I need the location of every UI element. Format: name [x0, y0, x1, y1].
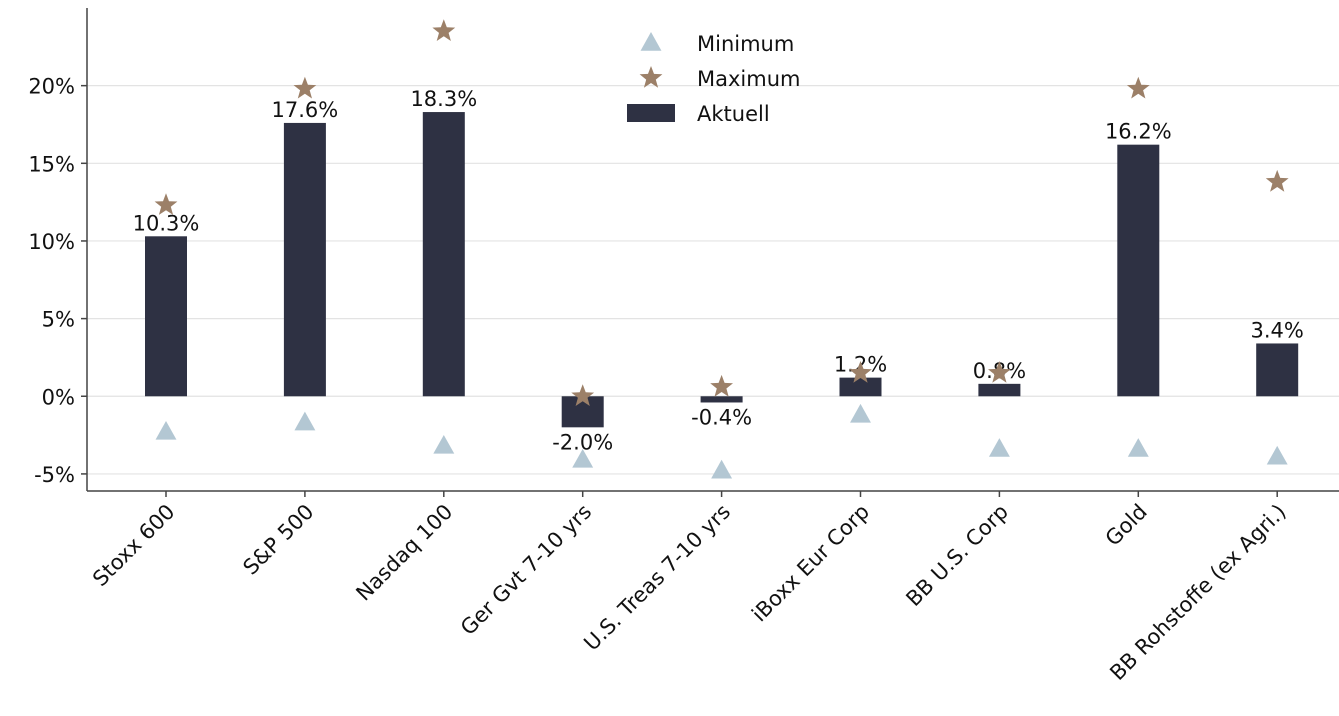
min-marker	[711, 459, 733, 479]
x-tick-label: S&P 500	[238, 500, 318, 580]
max-marker	[571, 384, 595, 406]
legend-swatch	[627, 104, 675, 122]
value-label: 17.6%	[272, 98, 339, 122]
y-tick-label: 5%	[42, 308, 75, 332]
min-marker	[433, 434, 455, 454]
value-label: 16.2%	[1105, 120, 1172, 144]
min-marker	[155, 420, 177, 440]
bar	[561, 396, 604, 428]
min-marker	[294, 411, 316, 431]
min-marker	[988, 438, 1010, 457]
y-tick-label: 10%	[28, 230, 75, 254]
max-marker	[293, 76, 317, 99]
x-tick-label: U.S. Treas 7-10 yrs	[579, 500, 735, 656]
max-marker	[154, 193, 178, 215]
bar	[978, 383, 1021, 397]
legend-label: Aktuell	[697, 102, 770, 126]
y-tick-label: 0%	[42, 385, 75, 409]
max-marker	[710, 374, 733, 397]
legend-marker	[639, 66, 663, 88]
x-tick-label: Ger Gvt 7-10 yrs	[456, 500, 596, 640]
legend-label: Minimum	[697, 32, 794, 56]
x-tick-label: Nasdaq 100	[351, 500, 457, 606]
bar	[1117, 144, 1160, 397]
value-label: 18.3%	[410, 87, 477, 111]
min-marker	[1127, 438, 1149, 457]
bar	[145, 236, 187, 397]
bar	[1256, 343, 1299, 397]
bar	[839, 377, 882, 397]
max-marker	[1265, 169, 1289, 192]
value-label: -0.4%	[691, 405, 752, 429]
y-tick-label: 20%	[28, 75, 75, 99]
min-marker	[572, 448, 594, 468]
max-marker	[1126, 76, 1150, 99]
x-tick-label: Gold	[1101, 500, 1152, 551]
legend-label: Maximum	[697, 67, 800, 91]
y-tick-label: 15%	[28, 152, 75, 176]
y-tick-label: -5%	[34, 463, 75, 487]
min-marker	[1266, 445, 1288, 465]
x-tick-label: iBoxx Eur Corp	[747, 500, 874, 627]
legend-marker	[640, 32, 662, 51]
max-marker	[432, 19, 456, 41]
max-marker	[849, 361, 872, 383]
bar	[700, 396, 743, 403]
max-marker	[988, 361, 1011, 383]
bar	[283, 122, 326, 397]
x-tick-label: Stoxx 600	[88, 500, 179, 591]
min-marker	[850, 403, 871, 423]
value-label: 3.4%	[1251, 318, 1304, 342]
x-tick-label: BB U.S. Corp	[901, 500, 1013, 612]
bar	[422, 112, 465, 397]
value-label: 10.3%	[133, 211, 200, 235]
